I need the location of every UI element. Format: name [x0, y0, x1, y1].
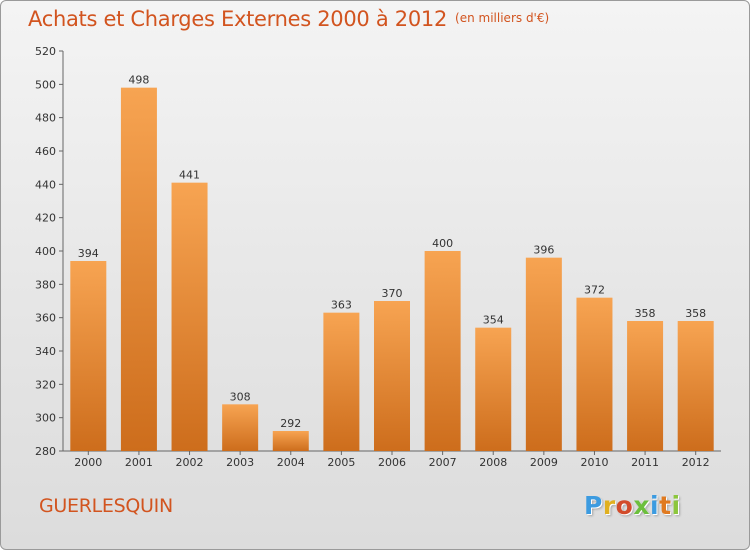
y-tick-label: 280	[35, 445, 56, 458]
bar	[424, 251, 461, 451]
y-tick-label: 360	[35, 312, 56, 325]
x-tick-label: 2009	[530, 456, 558, 469]
logo-letter: r	[602, 491, 616, 520]
data-label: 292	[280, 417, 301, 430]
y-tick-label: 480	[35, 112, 56, 125]
bar	[120, 87, 157, 452]
logo-letter: x	[633, 491, 650, 520]
x-tick-label: 2011	[631, 456, 659, 469]
bar	[323, 312, 360, 451]
y-tick-label: 300	[35, 412, 56, 425]
bar	[272, 431, 309, 451]
data-label: 396	[533, 244, 554, 257]
y-tick-label: 420	[35, 212, 56, 225]
x-tick-label: 2012	[682, 456, 710, 469]
data-label: 363	[331, 299, 352, 312]
y-tick-label: 460	[35, 145, 56, 158]
x-tick-label: 2000	[74, 456, 102, 469]
x-tick-label: 2001	[125, 456, 153, 469]
y-tick-label: 320	[35, 378, 56, 391]
x-tick-label: 2002	[176, 456, 204, 469]
x-tick-label: 2010	[580, 456, 608, 469]
data-label: 498	[128, 74, 149, 87]
proxiti-logo: Proxiti	[584, 491, 681, 520]
logo-letter: o	[615, 491, 634, 520]
bar	[374, 301, 410, 451]
logo-letter: i	[671, 491, 681, 520]
bar	[475, 327, 512, 451]
y-tick-label: 400	[35, 245, 56, 258]
bar	[576, 297, 613, 451]
bar	[677, 321, 714, 451]
data-label: 358	[635, 307, 656, 320]
data-label: 394	[78, 247, 99, 260]
chart-title: Achats et Charges Externes 2000 à 2012 (e…	[28, 7, 549, 31]
bar	[171, 182, 208, 451]
x-tick-label: 2005	[327, 456, 355, 469]
y-tick-label: 520	[35, 45, 56, 58]
data-label: 441	[179, 169, 200, 182]
data-label: 358	[685, 307, 706, 320]
bar	[222, 404, 259, 451]
y-tick-label: 380	[35, 278, 56, 291]
logo-letter: i	[650, 491, 660, 520]
logo-letter: t	[659, 491, 672, 520]
y-tick-label: 440	[35, 178, 56, 191]
x-tick-label: 2003	[226, 456, 254, 469]
y-tick-label: 500	[35, 78, 56, 91]
chart-title-text: Achats et Charges Externes 2000 à 2012	[28, 7, 448, 31]
x-tick-label: 2008	[479, 456, 507, 469]
data-label: 400	[432, 237, 453, 250]
data-label: 370	[382, 287, 403, 300]
bar	[70, 261, 107, 451]
data-label: 372	[584, 284, 605, 297]
bar	[627, 321, 664, 451]
x-tick-label: 2007	[429, 456, 457, 469]
x-tick-label: 2006	[378, 456, 406, 469]
place-name: GUERLESQUIN	[39, 495, 173, 517]
logo-letter: P	[584, 491, 603, 520]
bar	[525, 257, 562, 451]
y-tick-label: 340	[35, 345, 56, 358]
data-label: 354	[483, 314, 504, 327]
data-label: 308	[230, 390, 251, 403]
chart-unit: (en milliers d'€)	[455, 11, 550, 25]
x-tick-label: 2004	[277, 456, 305, 469]
